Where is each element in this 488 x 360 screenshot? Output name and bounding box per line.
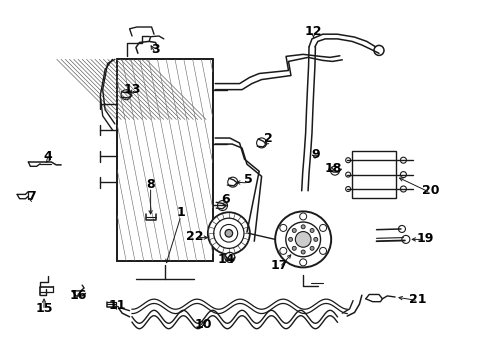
Circle shape — [301, 225, 305, 229]
Text: 3: 3 — [151, 43, 160, 56]
Circle shape — [207, 212, 249, 254]
Text: 19: 19 — [416, 232, 433, 245]
Circle shape — [301, 250, 305, 254]
Circle shape — [279, 224, 286, 231]
Text: 20: 20 — [421, 184, 438, 197]
Circle shape — [313, 237, 317, 242]
Bar — [117, 59, 212, 261]
Circle shape — [373, 45, 383, 55]
Circle shape — [330, 166, 339, 175]
Circle shape — [121, 90, 131, 100]
Text: 9: 9 — [310, 148, 319, 161]
Circle shape — [292, 246, 296, 250]
Text: 2: 2 — [263, 132, 272, 145]
Text: 14: 14 — [217, 253, 234, 266]
Bar — [351, 151, 395, 198]
Circle shape — [217, 201, 227, 211]
Text: 10: 10 — [194, 318, 211, 330]
Circle shape — [224, 252, 234, 262]
Text: 13: 13 — [123, 83, 141, 96]
Circle shape — [400, 172, 406, 177]
Text: 1: 1 — [176, 206, 185, 219]
Text: 17: 17 — [270, 259, 288, 272]
Text: 11: 11 — [108, 299, 126, 312]
Circle shape — [275, 211, 330, 267]
Bar — [117, 59, 212, 261]
Circle shape — [288, 237, 292, 242]
Circle shape — [213, 218, 244, 248]
Text: 15: 15 — [35, 302, 53, 315]
Circle shape — [345, 186, 350, 192]
Text: 4: 4 — [43, 150, 52, 163]
Circle shape — [299, 259, 306, 266]
Circle shape — [220, 225, 237, 242]
Circle shape — [345, 172, 350, 177]
Text: 5: 5 — [244, 174, 252, 186]
Text: 18: 18 — [324, 162, 342, 175]
Circle shape — [292, 229, 296, 233]
Circle shape — [398, 225, 405, 233]
Text: 21: 21 — [408, 293, 426, 306]
Circle shape — [285, 222, 320, 257]
Text: 8: 8 — [146, 178, 155, 191]
Circle shape — [256, 138, 266, 148]
Text: 7: 7 — [27, 190, 36, 203]
Circle shape — [319, 224, 326, 231]
Text: 16: 16 — [69, 289, 87, 302]
Text: 22: 22 — [185, 230, 203, 243]
Circle shape — [400, 157, 406, 163]
Circle shape — [309, 246, 313, 250]
Circle shape — [227, 177, 237, 187]
Circle shape — [279, 247, 286, 255]
Circle shape — [401, 235, 409, 243]
Circle shape — [295, 231, 310, 247]
Text: 12: 12 — [304, 25, 322, 38]
Circle shape — [319, 247, 326, 255]
Circle shape — [345, 158, 350, 163]
Circle shape — [299, 213, 306, 220]
Circle shape — [400, 186, 406, 192]
Circle shape — [309, 229, 313, 233]
Circle shape — [224, 230, 232, 237]
Text: 6: 6 — [221, 193, 230, 206]
